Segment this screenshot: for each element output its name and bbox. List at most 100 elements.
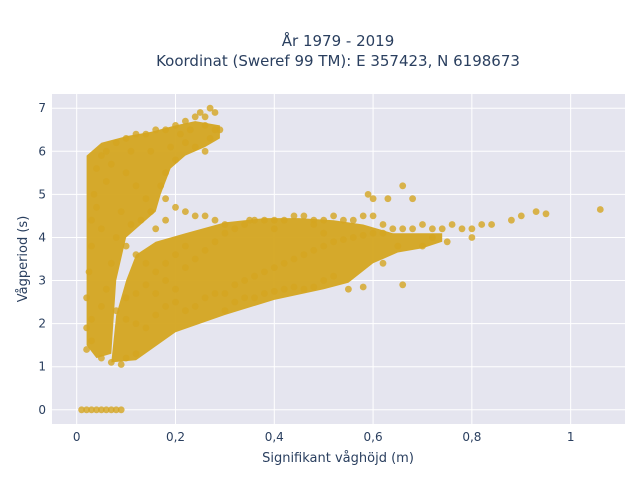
y-tick-label: 5 <box>38 187 46 201</box>
data-point <box>88 315 95 323</box>
data-point <box>246 216 254 224</box>
data-point <box>83 294 90 302</box>
data-point <box>542 210 550 218</box>
data-point <box>399 281 407 289</box>
data-point <box>364 191 372 198</box>
data-point <box>152 225 160 233</box>
data-point <box>211 216 219 224</box>
data-point <box>196 109 204 116</box>
data-point <box>320 242 328 250</box>
data-point <box>443 238 451 246</box>
data-point <box>167 143 175 151</box>
x-tick-label: 0 <box>73 430 81 444</box>
data-point <box>162 195 170 203</box>
data-point <box>251 272 258 280</box>
x-tick-label: 0,4 <box>265 430 284 444</box>
data-point <box>221 290 229 297</box>
data-point <box>488 221 495 228</box>
data-point <box>231 281 239 289</box>
data-point <box>419 221 426 228</box>
data-point <box>122 315 130 323</box>
data-point <box>98 406 105 414</box>
data-point <box>83 346 90 353</box>
data-point <box>340 236 347 244</box>
data-point <box>340 216 347 224</box>
data-point <box>261 216 268 224</box>
data-point <box>172 156 179 164</box>
data-point <box>132 130 140 138</box>
data-point <box>290 283 298 291</box>
data-point <box>201 294 209 302</box>
data-point <box>98 152 105 160</box>
data-point <box>182 208 189 216</box>
data-point <box>102 285 110 293</box>
data-point <box>122 294 130 302</box>
data-point <box>142 195 150 203</box>
data-point <box>300 212 308 220</box>
data-point <box>157 182 165 190</box>
data-point <box>107 259 115 267</box>
data-point <box>112 139 120 147</box>
y-tick-label: 4 <box>38 230 46 244</box>
data-point <box>122 242 130 250</box>
data-point <box>384 195 392 203</box>
data-point <box>211 290 219 297</box>
data-point <box>102 147 110 155</box>
data-point <box>152 126 160 134</box>
data-point <box>330 272 337 280</box>
data-point <box>206 135 214 142</box>
data-point <box>419 242 426 250</box>
data-point <box>112 406 120 414</box>
data-point <box>221 307 229 315</box>
y-tick-label: 6 <box>38 144 46 158</box>
data-point <box>320 216 328 224</box>
data-point <box>429 234 436 241</box>
data-point <box>102 178 110 185</box>
dense-point-cluster <box>86 121 220 359</box>
data-point <box>152 268 160 276</box>
data-point <box>330 212 337 220</box>
y-tick-label: 7 <box>38 101 46 115</box>
y-tick-label: 1 <box>38 360 46 374</box>
data-point <box>201 212 209 220</box>
data-point <box>359 283 367 291</box>
data-point <box>172 122 179 129</box>
data-point <box>201 122 209 129</box>
data-point <box>280 216 288 224</box>
data-point <box>132 290 140 297</box>
data-point <box>201 113 209 121</box>
data-point <box>320 277 328 284</box>
data-point <box>93 165 100 172</box>
data-point <box>142 259 150 267</box>
data-point <box>122 169 130 177</box>
data-point <box>508 216 515 224</box>
data-point <box>172 203 179 211</box>
data-point <box>241 221 249 228</box>
chart-title-line-1: År 1979 - 2019 <box>282 31 395 50</box>
data-point <box>132 251 140 259</box>
data-point <box>142 130 150 138</box>
data-point <box>172 251 179 259</box>
data-point <box>394 242 402 250</box>
data-point <box>107 359 115 366</box>
data-point <box>117 361 125 368</box>
data-point <box>191 212 199 220</box>
data-point <box>438 225 446 233</box>
data-point <box>88 216 95 224</box>
data-point <box>191 255 199 263</box>
data-point <box>85 268 93 276</box>
y-tick-labels: 0 1 2 3 4 5 6 7 <box>38 101 46 417</box>
data-points <box>78 104 604 414</box>
data-point <box>270 264 278 271</box>
y-tick-label: 3 <box>38 274 46 288</box>
data-point <box>300 285 308 293</box>
data-point <box>349 216 357 224</box>
data-point <box>379 259 387 267</box>
data-point <box>211 126 219 134</box>
x-tick-label: 0,2 <box>166 430 185 444</box>
data-point <box>251 216 258 224</box>
data-point <box>172 298 179 306</box>
data-point <box>448 221 456 228</box>
